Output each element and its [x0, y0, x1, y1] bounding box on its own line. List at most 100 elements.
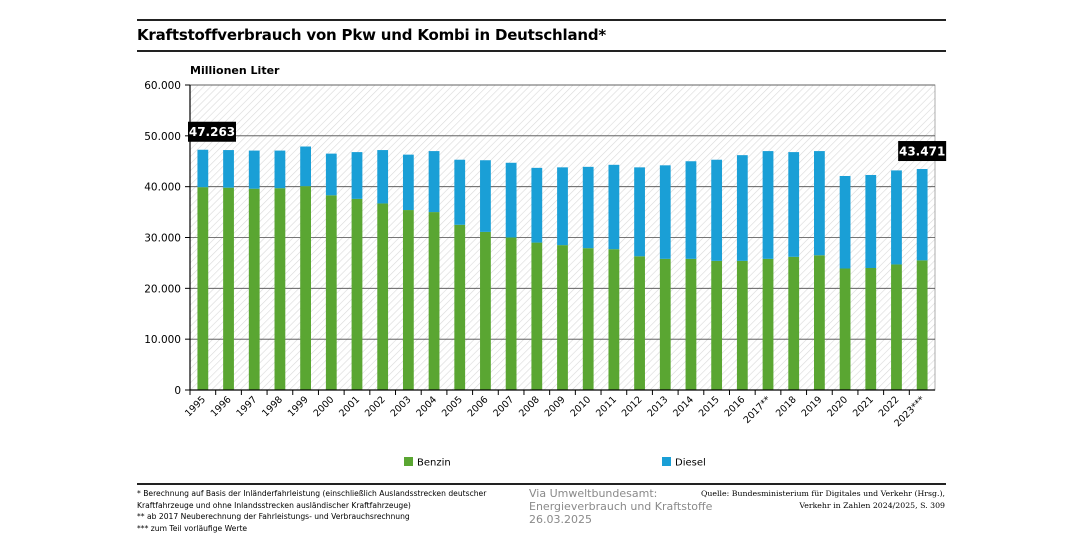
bar-diesel: [582, 166, 594, 249]
bar-diesel: [402, 154, 414, 211]
bar-diesel: [685, 161, 697, 259]
bar-benzin: [377, 203, 389, 390]
y-axis: 0 10.000 20.000 30.000 40.000 50.000 60.000: [144, 80, 191, 397]
bar-benzin: [351, 198, 363, 390]
legend-item-benzin: Benzin: [404, 457, 451, 469]
bar-diesel: [300, 146, 311, 187]
bar-diesel: [480, 160, 491, 232]
footnote: ** ab 2017 Neuberechnung der Fahrleistun…: [137, 512, 410, 521]
x-tick-label: 2012: [620, 394, 645, 419]
footnote: * Berechnung auf Basis der Inländerfahrl…: [137, 489, 487, 498]
x-tick-label: 2020: [825, 394, 850, 419]
bar-benzin: [762, 258, 774, 390]
x-tick-label: 2013: [645, 394, 670, 419]
bar-benzin: [814, 255, 825, 390]
bar-diesel: [223, 150, 234, 188]
bar-diesel: [377, 150, 389, 204]
bar-diesel: [788, 152, 800, 257]
source-line: Quelle: Bundesministerium für Digitales …: [701, 489, 945, 498]
x-tick-label: 2006: [466, 394, 491, 419]
bar-benzin: [428, 212, 440, 390]
bar-benzin: [505, 237, 517, 390]
x-tick-label: 2010: [568, 394, 593, 419]
footnote: *** zum Teil vorläufige Werte: [137, 523, 248, 533]
legend-label: Diesel: [675, 458, 706, 469]
bar-diesel: [839, 175, 851, 269]
top-rule: [137, 19, 946, 21]
x-tick-label: 2001: [337, 394, 362, 419]
source-line: Verkehr in Zahlen 2024/2025, S. 309: [799, 501, 945, 510]
y-tick-label: 20.000: [144, 283, 181, 295]
annotations: 47.263 43.471: [188, 121, 947, 162]
bar-benzin: [736, 260, 748, 390]
bar-diesel: [865, 174, 877, 268]
bar-diesel: [814, 151, 825, 256]
bar-diesel: [557, 167, 568, 246]
x-tick-label: 2000: [312, 394, 337, 419]
bar-benzin: [274, 188, 286, 390]
legend-swatch: [404, 457, 413, 466]
source-note: Quelle: Bundesministerium für Digitales …: [701, 488, 945, 512]
legend-swatch: [662, 457, 671, 466]
x-tick-label: 2021: [851, 394, 876, 419]
footnotes: * Berechnung auf Basis der Inländerfahrl…: [137, 488, 486, 534]
footer-rule: [137, 483, 946, 485]
x-tick-label: 2019: [800, 394, 825, 419]
x-tick-label: 2005: [440, 394, 465, 419]
via-line: Via Umweltbundesamt:: [529, 487, 658, 500]
x-tick-label: 2015: [697, 394, 722, 419]
bar-diesel: [762, 151, 774, 259]
x-tick-label: 2008: [517, 394, 542, 419]
bar-benzin: [402, 210, 414, 390]
legend-item-diesel: Diesel: [662, 457, 706, 469]
bar-diesel: [505, 162, 517, 238]
x-tick-label: 2004: [414, 394, 439, 419]
bar-diesel: [634, 167, 645, 257]
bar-benzin: [659, 258, 671, 390]
bar-benzin: [325, 195, 337, 390]
y-tick-label: 50.000: [144, 131, 181, 143]
bar-diesel: [325, 153, 337, 196]
x-tick-label: 1998: [260, 394, 285, 419]
callout-box: [188, 121, 236, 142]
bar-benzin: [197, 187, 209, 390]
bar-benzin: [608, 249, 620, 390]
x-tick-label: 2007: [491, 394, 516, 419]
x-tick-label: 1999: [286, 394, 311, 419]
bar-diesel: [531, 167, 543, 243]
callout-box: [898, 141, 947, 162]
bar-diesel: [916, 169, 928, 261]
x-tick-label: 1997: [234, 394, 259, 419]
bar-benzin: [531, 242, 543, 390]
y-tick-label: 10.000: [144, 334, 181, 346]
value-callout: 47.263: [188, 121, 236, 142]
x-tick-label: 1995: [183, 394, 208, 419]
callout-value: 43.471: [899, 145, 945, 159]
y-axis-label: Millionen Liter: [190, 64, 280, 77]
bar-diesel: [711, 159, 723, 261]
bar-benzin: [223, 187, 234, 390]
y-tick-label: 30.000: [144, 233, 181, 245]
y-tick-label: 60.000: [144, 80, 181, 92]
stacked-bar-chart: 0 10.000 20.000 30.000 40.000 50.000 60.000 Mi…: [144, 64, 947, 469]
bar-diesel: [428, 151, 440, 213]
x-axis: 1995 1996 1997 1998 1999 2000 2001 2002 2003 2004…: [183, 389, 935, 429]
y-tick-label: 40.000: [144, 182, 181, 194]
x-tick-label: 1996: [209, 394, 234, 419]
bar-benzin: [839, 268, 851, 390]
bar-benzin: [916, 260, 928, 390]
legend: Benzin Diesel: [404, 457, 706, 469]
bar-diesel: [736, 155, 748, 261]
bar-diesel: [274, 150, 286, 189]
bar-diesel: [197, 149, 209, 188]
callout-value: 47.263: [189, 125, 235, 139]
bar-benzin: [557, 245, 568, 390]
bar-benzin: [248, 188, 260, 390]
bar-benzin: [711, 260, 723, 390]
bar-diesel: [248, 150, 260, 189]
via-line: Energieverbrauch und Kraftstoffe: [529, 500, 713, 513]
x-tick-label: 2011: [594, 394, 619, 419]
bar-benzin: [891, 264, 902, 390]
chart-title: Kraftstoffverbrauch von Pkw und Kombi in…: [137, 26, 607, 44]
bar-benzin: [454, 224, 466, 390]
